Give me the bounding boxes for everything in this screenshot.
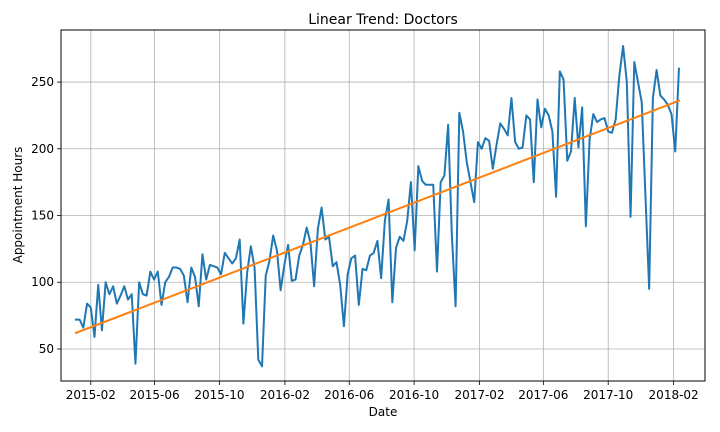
x-tick-label: 2015-06 (130, 388, 180, 402)
x-tick-label: 2015-10 (194, 388, 244, 402)
y-tick-label: 250 (31, 75, 54, 89)
x-tick-label: 2016-06 (324, 388, 374, 402)
plot-frame (60, 29, 706, 382)
y-tick-label: 100 (31, 275, 54, 289)
y-tick-label: 50 (39, 342, 54, 356)
series-line (74, 45, 680, 368)
y-tick-label: 150 (31, 209, 54, 223)
y-axis: 50 100 150 200 250 (31, 75, 61, 356)
x-tick-label: 2017-06 (518, 388, 568, 402)
x-tick-label: 2018-02 (649, 388, 699, 402)
x-axis: 2015-02 2015-06 2015-10 2016-02 2016-06 2016-… (66, 381, 699, 402)
x-tick-label: 2017-02 (454, 388, 504, 402)
y-tick-label: 200 (31, 142, 54, 156)
x-tick-label: 2015-02 (66, 388, 116, 402)
y-axis-label: Appointment Hours (11, 147, 25, 264)
trend-line (74, 99, 681, 335)
x-tick-label: 2016-02 (260, 388, 310, 402)
x-tick-label: 2016-10 (389, 388, 439, 402)
chart-title: Linear Trend: Doctors (308, 12, 458, 28)
x-tick-label: 2017-10 (583, 388, 633, 402)
x-axis-label: Date (369, 405, 398, 419)
series-layer (74, 45, 681, 368)
